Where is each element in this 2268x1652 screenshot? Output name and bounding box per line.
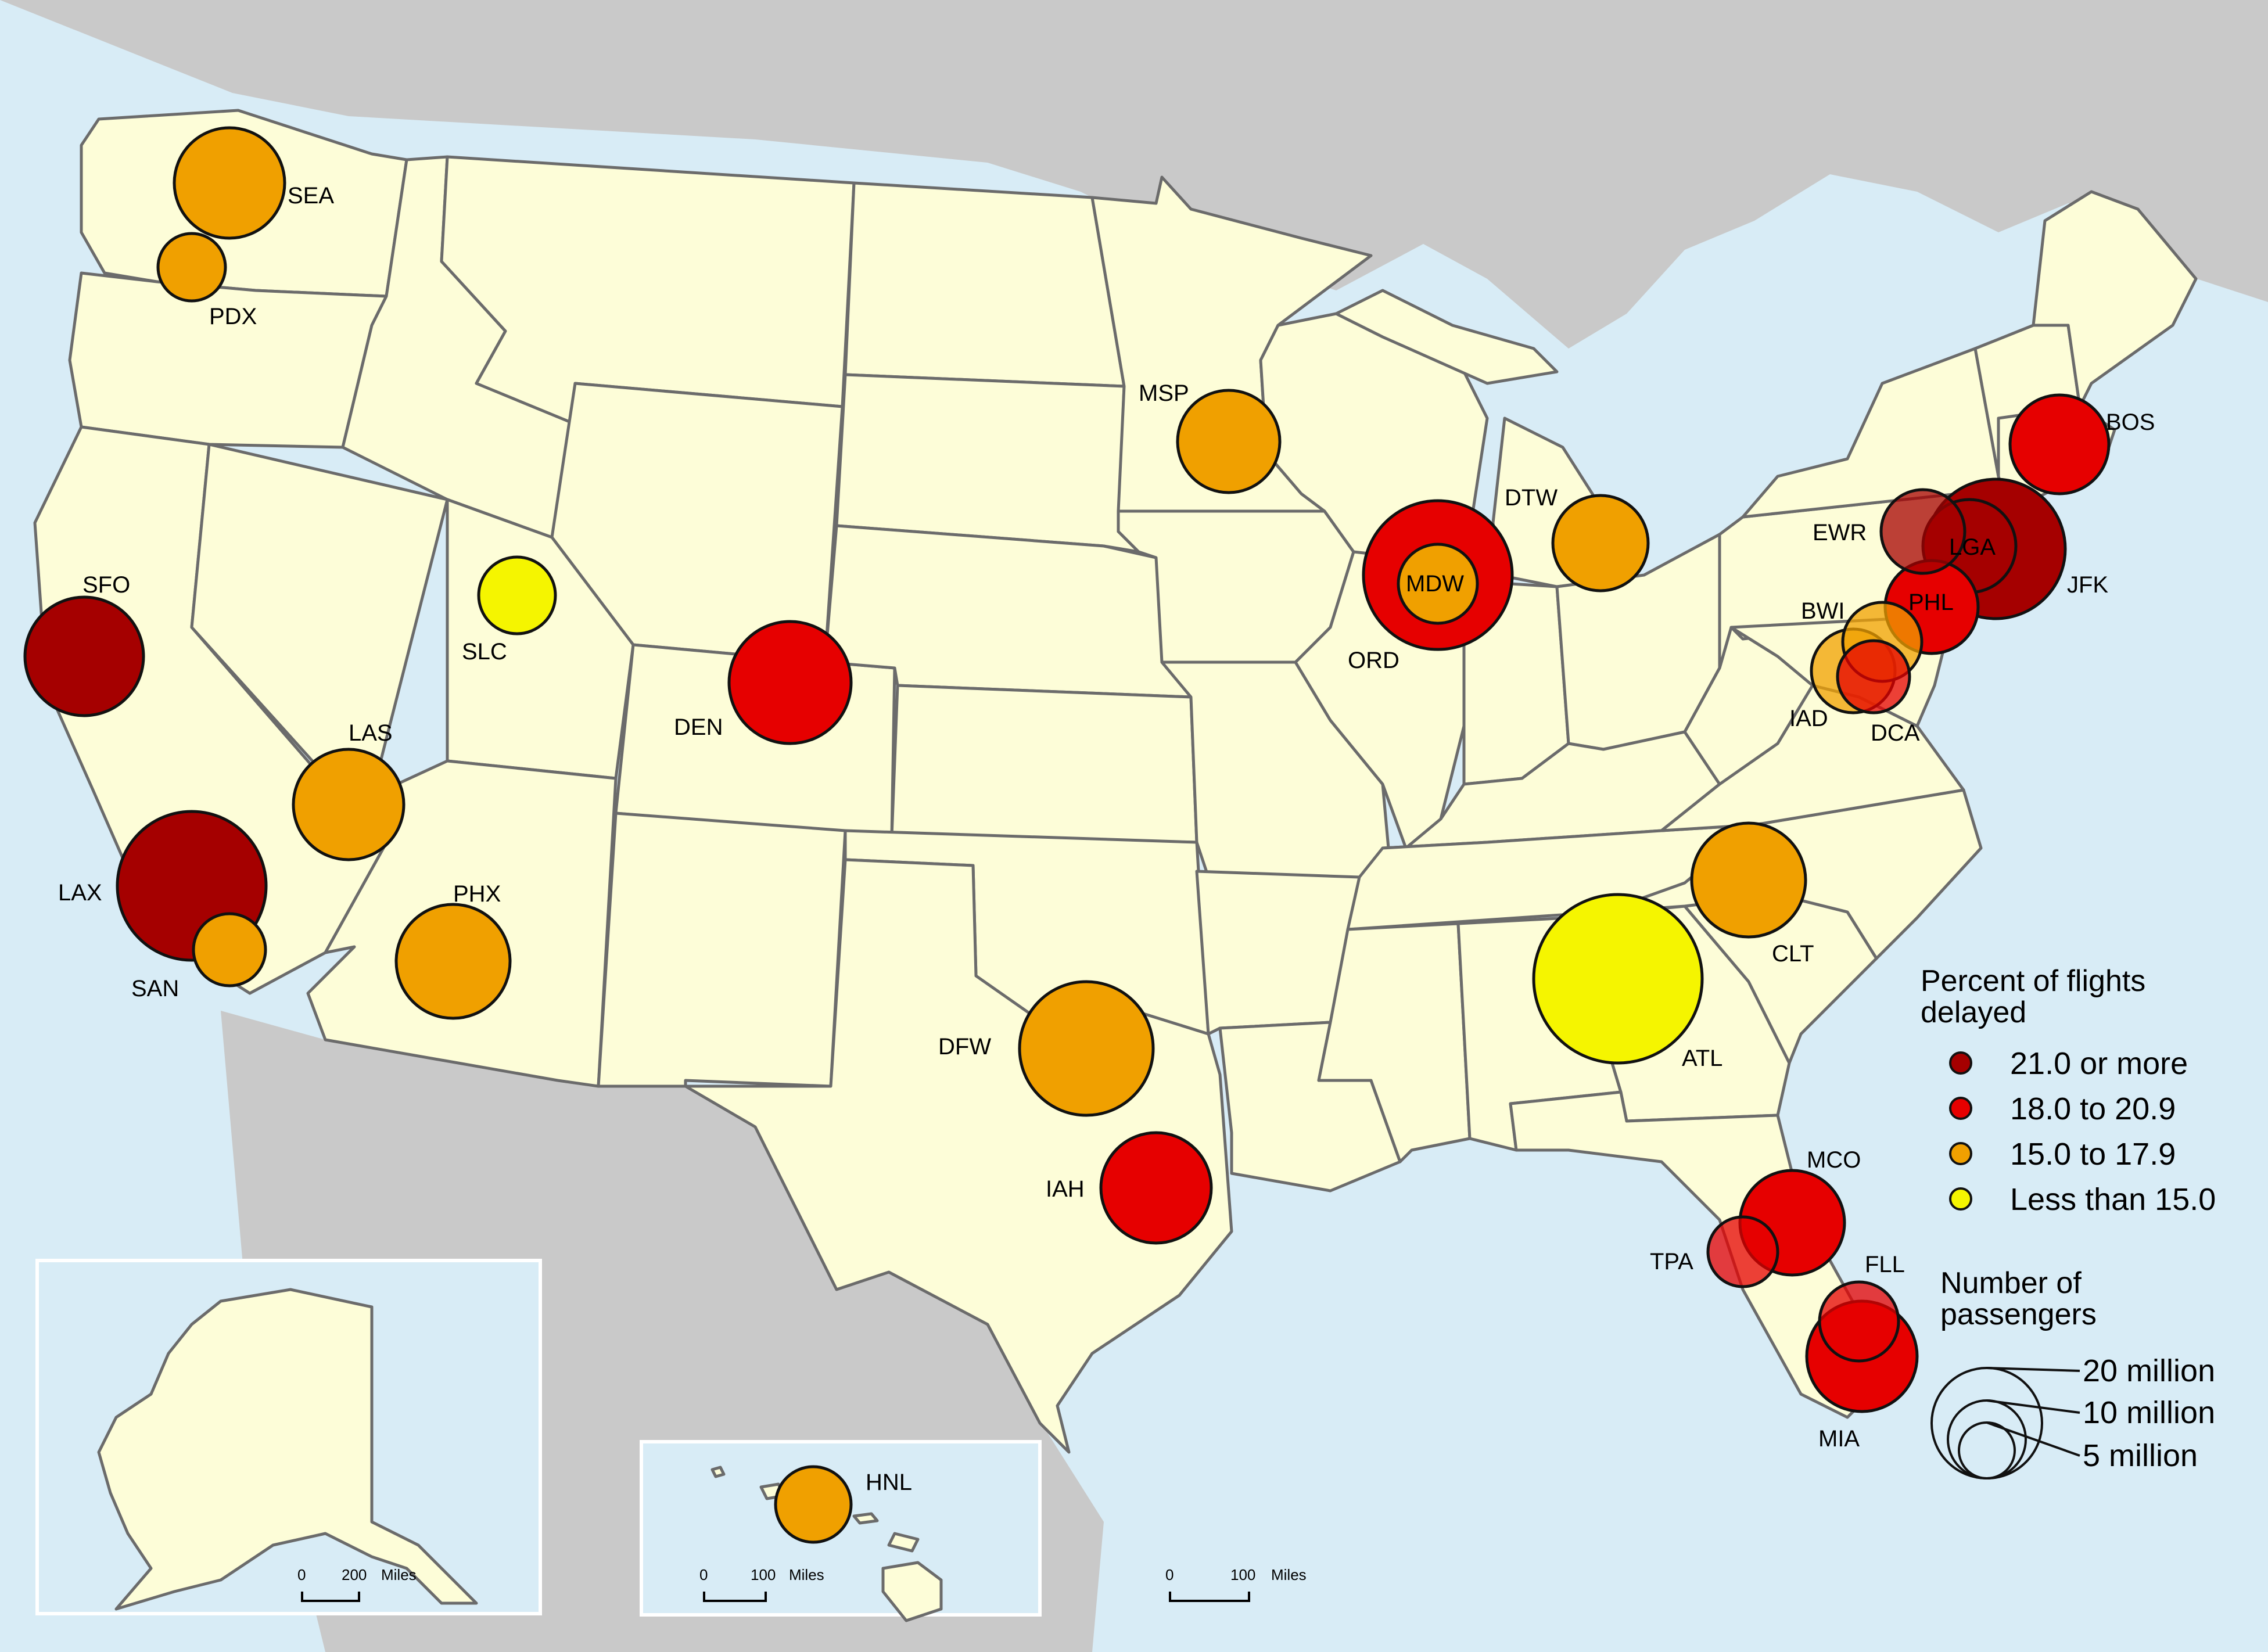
airport-bubble-pdx[interactable] [156, 232, 227, 303]
airport-bubble-dtw[interactable] [1551, 494, 1650, 592]
state-new-mexico [597, 811, 847, 1088]
state-south-dakota [835, 373, 1140, 554]
airport-label-dca: DCA [1871, 720, 1920, 746]
legend-size-label-2: 5 million [2083, 1438, 2198, 1473]
airport-bubble-hnl[interactable] [774, 1465, 853, 1544]
scale-zero: 0 [1165, 1566, 1174, 1583]
airport-bubble-slc[interactable] [477, 555, 557, 635]
airport-labels: SEA PDX SFO LAX SAN LAS PHX SLC DEN MSP DFW IAH ORD M… [58, 183, 2155, 1495]
legend-color-label-2: 15.0 to 17.9 [2010, 1137, 2176, 1172]
airport-label-clt: CLT [1772, 941, 1814, 967]
legend-swatch-3 [1949, 1187, 1972, 1211]
airport-label-sfo: SFO [82, 572, 130, 598]
scale-bar-alaska: 0 200 Miles [297, 1566, 417, 1602]
scale-unit: Miles [381, 1566, 417, 1583]
airport-bubble-bos[interactable] [2008, 393, 2111, 495]
airport-label-dfw: DFW [938, 1034, 991, 1060]
airport-label-atl: ATL [1682, 1046, 1722, 1071]
state-maine [2032, 190, 2198, 408]
airport-label-msp: MSP [1139, 380, 1189, 406]
scale-unit: Miles [789, 1566, 824, 1583]
airport-bubble-clt[interactable] [1690, 821, 1807, 939]
airport-bubble-atl[interactable] [1532, 893, 1704, 1065]
airport-label-mia: MIA [1818, 1426, 1860, 1452]
airport-label-mco: MCO [1807, 1147, 1861, 1173]
airport-label-den: DEN [674, 714, 723, 740]
airport-label-pdx: PDX [209, 304, 257, 329]
legend-size-leader-1 [1986, 1399, 2080, 1414]
airport-bubble-msp[interactable] [1176, 389, 1282, 494]
legend-size-leader-2 [1986, 1421, 2080, 1457]
legend-color-label-1: 18.0 to 20.9 [2010, 1091, 2176, 1126]
legend-size-label-1: 10 million [2083, 1395, 2215, 1430]
legend-size-title-line2: passengers [1940, 1298, 2097, 1331]
airport-label-fll: FLL [1865, 1252, 1905, 1277]
airport-label-mdw: MDW [1406, 571, 1464, 597]
airport-label-ewr: EWR [1813, 520, 1867, 545]
airport-label-san: SAN [131, 976, 179, 1001]
legend-swatch-1 [1949, 1097, 1972, 1120]
legend-size-title-line1: Number of [1940, 1266, 2082, 1300]
airport-bubble-tpa[interactable] [1706, 1215, 1779, 1288]
airport-label-dtw: DTW [1505, 485, 1558, 511]
legend-color-label-3: Less than 15.0 [2010, 1182, 2216, 1217]
state-north-dakota [844, 181, 1126, 388]
scale-unit: Miles [1271, 1566, 1307, 1583]
scale-zero: 0 [699, 1566, 708, 1583]
airport-bubble-mdw[interactable] [1397, 543, 1479, 625]
state-alaska [97, 1288, 478, 1611]
scale-zero: 0 [297, 1566, 306, 1583]
airport-label-hnl: HNL [866, 1470, 912, 1495]
airport-label-iah: IAH [1046, 1176, 1085, 1202]
airport-label-slc: SLC [462, 639, 507, 665]
airport-bubble-iah[interactable] [1099, 1131, 1213, 1245]
us-states [33, 109, 2198, 1454]
legend-color-title-line2: delayed [1921, 996, 2026, 1029]
canada-land [0, 0, 2268, 349]
legend-color-title-line1: Percent of flights [1921, 964, 2145, 998]
airport-label-lax: LAX [58, 880, 102, 906]
airport-bubble-san[interactable] [192, 912, 267, 987]
legend-size-label-0: 20 million [2083, 1353, 2215, 1388]
airport-label-bos: BOS [2106, 410, 2155, 435]
state-kansas [890, 684, 1198, 844]
state-oregon [68, 271, 388, 449]
legend-swatch-2 [1949, 1142, 1972, 1165]
airport-bubble-dca[interactable] [1836, 639, 1911, 714]
airport-bubble-den[interactable] [727, 620, 853, 745]
legend: Percent of flights delayed 21.0 or more 1… [1921, 964, 2216, 1479]
airport-label-ord: ORD [1348, 648, 1399, 673]
airport-bubble-sfo[interactable] [23, 595, 145, 717]
airport-label-las: LAS [349, 720, 393, 746]
airport-label-phx: PHX [453, 881, 501, 907]
legend-size-leader-0 [1986, 1367, 2080, 1372]
airport-label-lga: LGA [1949, 534, 1996, 560]
hawaii-islands [710, 1466, 943, 1622]
scale-value: 100 [1230, 1566, 1255, 1583]
airport-bubble-las[interactable] [292, 748, 405, 861]
scale-value: 100 [751, 1566, 776, 1583]
state-michigan-upper [1334, 289, 1559, 385]
state-montana [440, 155, 856, 426]
airport-label-jfk: JFK [2067, 572, 2108, 598]
airport-bubble-sea[interactable] [173, 126, 286, 240]
scale-value: 200 [342, 1566, 367, 1583]
scale-bar-hawaii: 0 100 Miles [699, 1566, 824, 1602]
airport-label-iad: IAD [1789, 706, 1828, 731]
legend-color-label-0: 21.0 or more [2010, 1046, 2188, 1081]
legend-swatch-0 [1949, 1051, 1972, 1075]
airport-bubbles [23, 126, 2111, 1544]
airport-label-phl: PHL [1908, 590, 1954, 615]
scale-bar-contiguous: 0 100 Miles [1165, 1566, 1307, 1602]
airport-bubble-dfw[interactable] [1018, 980, 1155, 1117]
airport-label-bwi: BWI [1801, 598, 1845, 624]
airport-bubble-fll[interactable] [1818, 1280, 1900, 1363]
airport-label-sea: SEA [288, 183, 334, 209]
airport-label-tpa: TPA [1650, 1249, 1693, 1274]
airport-bubble-phx[interactable] [394, 903, 512, 1020]
airport-bubble-ewr[interactable] [1879, 488, 1966, 575]
